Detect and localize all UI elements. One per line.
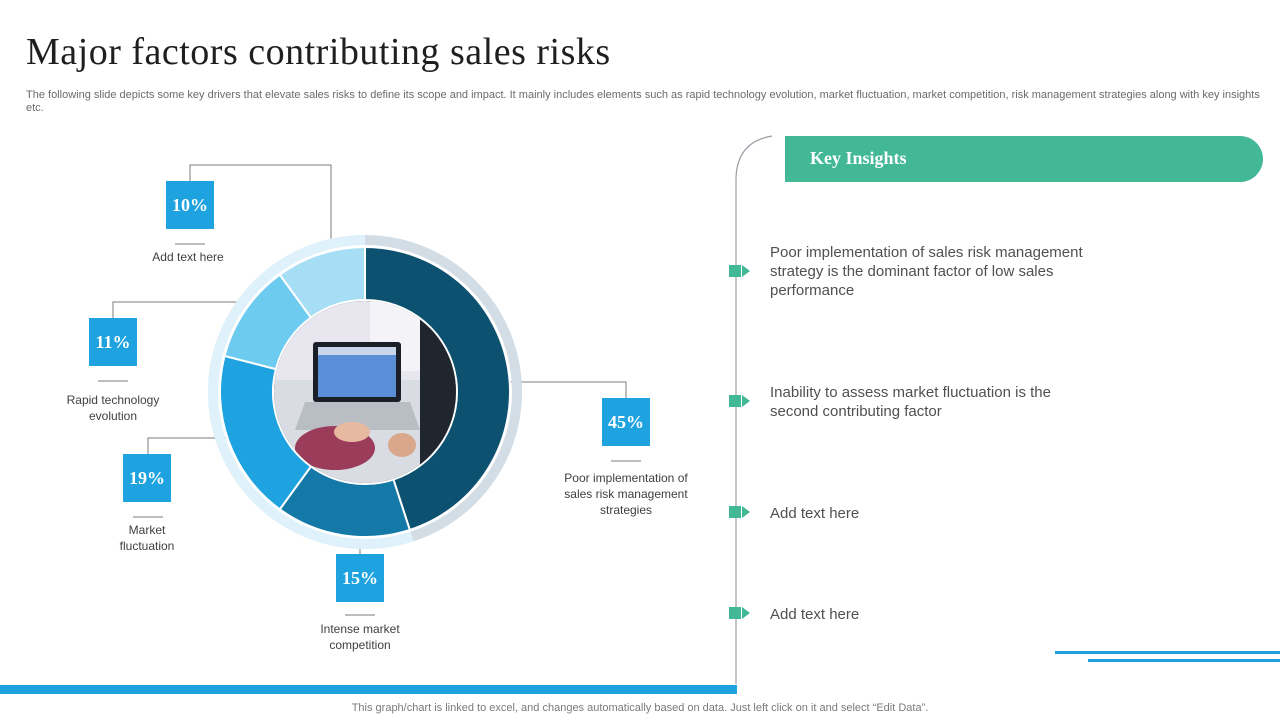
bullet-icon — [729, 395, 750, 407]
donut-slice — [278, 245, 366, 319]
label-market-competition: Intense market competition — [320, 622, 400, 652]
insight-item-4: Add text here — [770, 606, 860, 623]
insight-item-1: Poor implementation of sales risk manage… — [770, 244, 1083, 299]
insights-header-notch — [772, 136, 785, 148]
label-rapid-technology: Rapid technology evolution — [66, 393, 160, 423]
bullet-icon — [729, 265, 750, 277]
label-add-text: Add text here — [152, 250, 224, 264]
page-title: Major factors contributing sales risks — [26, 31, 611, 73]
connector-line — [147, 437, 226, 454]
decorative-line — [1055, 651, 1280, 654]
connector-line — [510, 381, 627, 398]
label-poor-implementation: Poor implementation of sales risk manage… — [564, 471, 688, 517]
pct-box-15: 15% — [336, 554, 384, 602]
decorative-line — [1088, 659, 1280, 662]
pct-box-10: 10% — [166, 181, 214, 229]
footer-note: This graph/chart is linked to excel, and… — [351, 702, 929, 714]
insights-header-bar — [785, 136, 1263, 182]
label-market-fluctuation: Market fluctuation — [119, 523, 175, 553]
insight-item-2: Inability to assess market fluctuation i… — [770, 384, 1051, 420]
connector-line — [112, 301, 248, 318]
pct-box-11: 11% — [89, 318, 137, 366]
connector-lines — [98, 164, 641, 616]
insights-title: Key Insights — [810, 148, 907, 168]
donut-slice — [364, 245, 511, 532]
outer-ring-left — [208, 235, 414, 549]
page-subtitle: The following slide depicts some key dri… — [26, 89, 1260, 114]
bullet-icon — [729, 506, 750, 518]
pct-box-19: 19% — [123, 454, 171, 502]
connector-line — [189, 164, 332, 248]
bottom-accent-bar — [0, 685, 737, 694]
pct-box-45: 45% — [602, 398, 650, 446]
insight-item-3: Add text here — [770, 505, 860, 522]
bullet-icon — [729, 607, 750, 619]
